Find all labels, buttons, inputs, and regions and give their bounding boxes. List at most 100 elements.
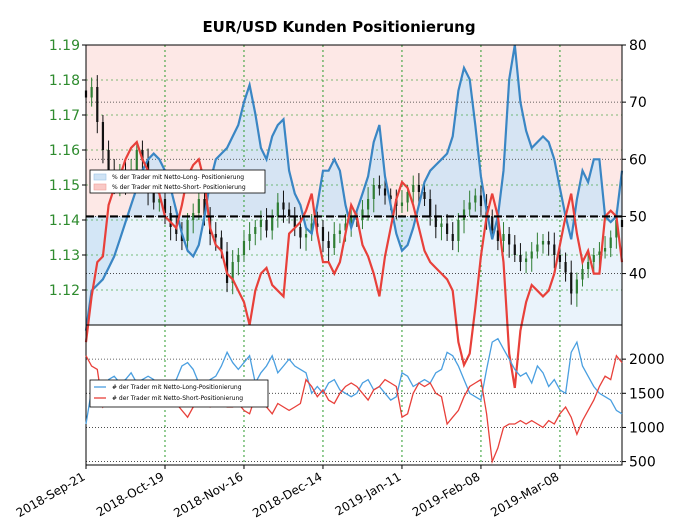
price-candle: [491, 216, 494, 231]
price-candle: [468, 202, 471, 210]
price-candle: [536, 244, 539, 252]
price-candle: [225, 251, 229, 283]
left-axis-tick-label: 1.13: [49, 248, 80, 264]
price-candle: [259, 220, 263, 227]
price-candle: [524, 258, 528, 262]
price-candle: [372, 185, 375, 199]
price-candle: [598, 251, 601, 255]
price-candle: [429, 199, 432, 217]
price-candle: [570, 272, 573, 294]
price-candle: [282, 202, 285, 210]
legend-short-swatch: [93, 183, 107, 191]
price-candle: [451, 234, 454, 241]
x-axis-tick-label: 2018-Dec-14: [250, 469, 324, 520]
right-axis-tick-label: 60: [629, 152, 647, 168]
price-candle: [592, 255, 595, 262]
x-axis: 2018-Sep-21 2018-Oct-19 2018-Nov-16 2018-De…: [14, 465, 561, 520]
price-candle: [231, 262, 234, 283]
x-axis-tick-label: 2019-Jan-11: [333, 469, 404, 518]
price-candle: [457, 220, 460, 241]
left-axis-tick-label: 1.12: [49, 283, 80, 299]
price-candle: [547, 241, 550, 245]
left-axis-tick-label: 1.17: [49, 108, 80, 124]
long-region-background: [86, 216, 622, 325]
price-candle: [462, 209, 466, 220]
price-candle: [107, 150, 110, 171]
price-candle: [423, 192, 426, 199]
x-axis-tick-label: 2019-Feb-08: [410, 469, 483, 519]
price-candle: [553, 244, 556, 255]
price-candle: [254, 227, 257, 234]
price-candle: [508, 234, 511, 245]
price-candle: [541, 241, 545, 245]
price-candle: [338, 230, 341, 234]
price-candle: [333, 234, 336, 248]
price-candle: [186, 220, 189, 241]
price-candle: [101, 122, 105, 150]
price-candle: [293, 216, 296, 227]
price-candle: [361, 209, 364, 220]
price-candle: [603, 248, 607, 252]
legend-top: % der Trader mit Netto-Long- Positionier…: [89, 169, 266, 194]
right-axis-tick-label: 70: [629, 95, 647, 111]
x-axis-tick-label: 2018-Oct-19: [94, 469, 166, 519]
top-panel: 1.19 1.18 1.17 1.16 1.15 1.14 1.13 1.12 80 70 60 50…: [49, 38, 647, 389]
price-candle: [530, 251, 533, 259]
price-candle: [519, 255, 522, 262]
price-candle: [434, 216, 437, 227]
price-candle: [417, 185, 420, 192]
legend-short-count-label: # der Trader mit Netto-Short-Positionier…: [112, 395, 243, 402]
chart-title: EUR/USD Kunden Positionierung: [202, 18, 475, 36]
count-axis-tick-label: 1000: [629, 420, 665, 436]
legend-long-swatch: [93, 173, 107, 181]
long-sentiment-line: [84, 44, 624, 331]
price-candle: [271, 216, 274, 231]
price-candle: [400, 202, 404, 206]
count-axis-tick-label: 2000: [629, 352, 665, 368]
legend-short-label: % der Trader mit Netto-Short- Positionie…: [112, 184, 246, 191]
long-sentiment-area: [86, 45, 622, 331]
price-candle: [575, 279, 578, 294]
x-axis-tick-label: 2018-Nov-16: [171, 469, 245, 520]
price-candle: [479, 195, 483, 206]
price-candle: [265, 220, 268, 231]
price-candle: [581, 269, 584, 280]
short-sentiment-line: [84, 140, 624, 389]
price-candle: [474, 195, 477, 203]
left-axis-tick-label: 1.18: [49, 73, 80, 89]
price-candle: [445, 223, 449, 234]
left-axis-tick-label: 1.15: [49, 178, 80, 194]
x-axis-tick-label: 2019-Mar-08: [488, 469, 561, 519]
count-axis-tick-label: 1500: [629, 386, 665, 402]
price-candle: [615, 220, 618, 238]
price-candle: [203, 199, 206, 217]
price-candle: [90, 87, 93, 98]
legend-long-count-label: # der Trader mit Netto-Long-Positionieru…: [112, 384, 242, 391]
price-candle: [502, 234, 505, 241]
legend-bottom-box: [89, 379, 269, 408]
price-candle: [558, 255, 562, 262]
legend-long-label: % der Trader mit Netto-Long- Positionier…: [112, 174, 244, 181]
price-candle: [141, 150, 144, 161]
price-candle: [248, 234, 251, 241]
price-candle: [412, 185, 415, 192]
right-axis-tick-label: 40: [629, 267, 647, 283]
legend-top-box: [89, 169, 266, 194]
price-candle: [175, 227, 178, 234]
price-candle: [180, 234, 184, 241]
price-candle: [242, 241, 246, 255]
price-candle: [163, 199, 167, 213]
price-candle: [276, 202, 279, 217]
price-candle: [327, 241, 330, 248]
right-axis-tick-label: 80: [629, 38, 647, 54]
count-axis-tick-label: 500: [629, 455, 656, 471]
price-candle: [350, 216, 353, 224]
price-candle: [237, 255, 240, 262]
price-candle: [96, 87, 99, 122]
price-candle: [288, 209, 291, 217]
price-candle: [378, 185, 381, 189]
price-candle: [152, 192, 155, 203]
price-candle: [321, 227, 325, 241]
price-candle: [344, 223, 347, 231]
